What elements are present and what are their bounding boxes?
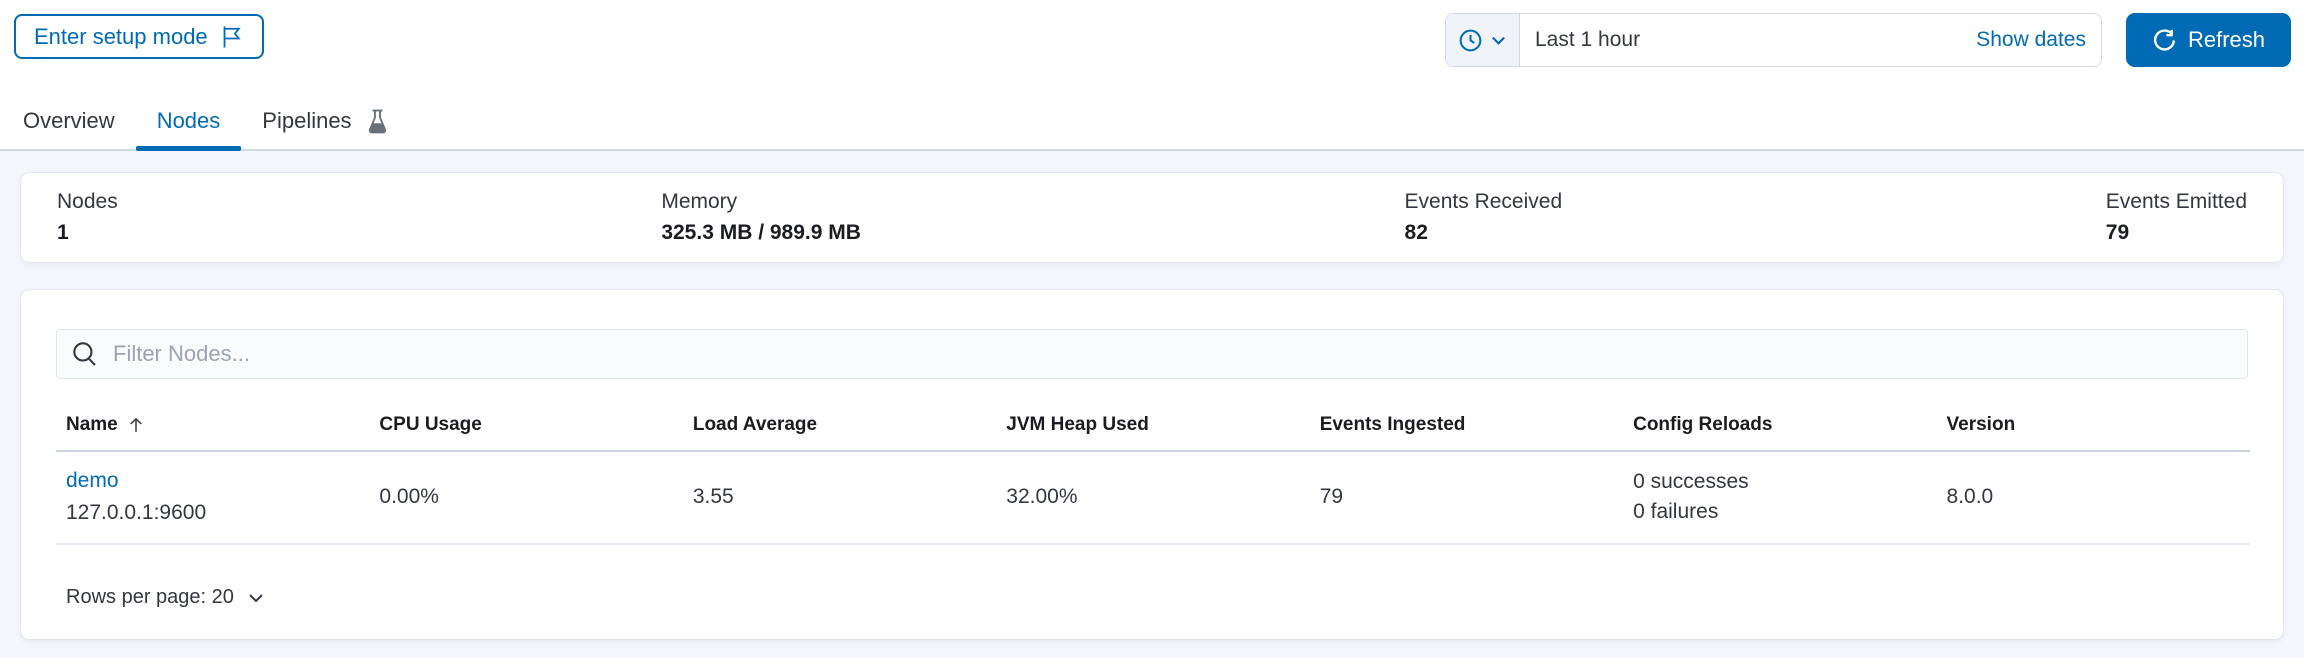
node-name-link[interactable]: demo <box>66 469 119 493</box>
column-header-events-ingested-label: Events Ingested <box>1319 414 1466 435</box>
tab-nodes[interactable]: Nodes <box>135 91 242 151</box>
column-header-version-label: Version <box>1946 414 2016 435</box>
chevron-down-icon <box>1490 32 1507 49</box>
stat-memory-value: 325.3 MB / 989.9 MB <box>661 221 861 244</box>
time-range-value: Last 1 hour <box>1535 28 1641 51</box>
sort-up-icon <box>126 415 146 435</box>
nodes-table: Name CPU Usage Load Average JVM Heap Use… <box>56 414 2250 545</box>
rows-per-page-label: Rows per page: 20 <box>66 586 234 608</box>
nodes-panel: Name CPU Usage Load Average JVM Heap Use… <box>20 289 2284 640</box>
config-reloads-successes: 0 successes <box>1633 470 1749 493</box>
stat-nodes-value: 1 <box>57 221 69 244</box>
stat-events-received-label: Events Received <box>1404 190 1563 213</box>
chevron-down-icon <box>247 589 265 607</box>
stat-events-emitted: Events Emitted 79 <box>2106 190 2247 245</box>
refresh-button[interactable]: Refresh <box>2126 13 2291 67</box>
table-row: demo 127.0.0.1:9600 0.00% 3.55 32.00% 79… <box>56 451 2250 545</box>
enter-setup-mode-label: Enter setup mode <box>34 23 208 49</box>
filter-nodes-input[interactable] <box>113 341 2233 367</box>
column-header-version[interactable]: Version <box>1936 414 2250 452</box>
refresh-label: Refresh <box>2187 27 2266 52</box>
summary-panel: Nodes 1 Memory 325.3 MB / 989.9 MB Event… <box>20 172 2284 263</box>
column-header-name-label: Name <box>66 414 118 435</box>
column-header-config-reloads-label: Config Reloads <box>1633 414 1773 435</box>
column-header-jvm-heap-used[interactable]: JVM Heap Used <box>996 414 1310 452</box>
column-header-config-reloads[interactable]: Config Reloads <box>1623 414 1937 452</box>
cell-config-reloads: 0 successes 0 failures <box>1623 451 1937 545</box>
column-header-load-average[interactable]: Load Average <box>682 414 997 452</box>
cell-cpu-usage: 0.00% <box>369 451 683 545</box>
config-reloads-failures: 0 failures <box>1633 500 1719 524</box>
page-header: Enter setup mode <box>0 0 2304 151</box>
node-address: 127.0.0.1:9600 <box>66 501 207 525</box>
column-header-name[interactable]: Name <box>56 414 370 452</box>
cell-version: 8.0.0 <box>1936 451 2250 545</box>
tab-pipelines-label: Pipelines <box>262 108 352 133</box>
time-picker: Last 1 hour Show dates <box>1445 13 2102 67</box>
stat-events-emitted-label: Events Emitted <box>2105 190 2247 213</box>
beaker-icon <box>364 108 391 135</box>
tab-pipelines[interactable]: Pipelines <box>241 91 411 151</box>
table-header-row: Name CPU Usage Load Average JVM Heap Use… <box>56 414 2250 452</box>
show-dates-link[interactable]: Show dates <box>1976 28 2086 51</box>
time-range-display[interactable]: Last 1 hour Show dates <box>1520 14 2101 66</box>
stat-nodes-label: Nodes <box>57 190 118 213</box>
stat-nodes: Nodes 1 <box>57 190 118 245</box>
search-icon <box>71 340 99 368</box>
stat-events-received-value: 82 <box>1404 221 1428 244</box>
tabs: Overview Nodes Pipelines <box>2 91 412 151</box>
column-header-events-ingested[interactable]: Events Ingested <box>1309 414 1624 452</box>
stat-events-emitted-value: 79 <box>2105 221 2130 244</box>
cell-events-ingested: 79 <box>1309 451 1624 545</box>
filter-nodes-field <box>56 329 2248 379</box>
stat-memory-label: Memory <box>661 190 738 213</box>
header-controls: Last 1 hour Show dates Refresh <box>1445 13 2291 67</box>
column-header-jvm-heap-used-label: JVM Heap Used <box>1006 414 1149 435</box>
column-header-load-average-label: Load Average <box>692 414 818 435</box>
stat-events-received: Events Received 82 <box>1405 190 1563 245</box>
tab-nodes-label: Nodes <box>156 108 221 133</box>
stat-memory: Memory 325.3 MB / 989.9 MB <box>661 190 861 245</box>
column-header-cpu-usage-label: CPU Usage <box>379 414 482 435</box>
cell-load-average: 3.55 <box>682 451 997 545</box>
rows-per-page-button[interactable]: Rows per page: 20 <box>66 586 265 609</box>
refresh-icon <box>2152 28 2177 53</box>
time-quick-select-button[interactable] <box>1446 14 1520 66</box>
content-area: Nodes 1 Memory 325.3 MB / 989.9 MB Event… <box>0 151 2304 658</box>
enter-setup-mode-button[interactable]: Enter setup mode <box>14 14 264 59</box>
column-header-cpu-usage[interactable]: CPU Usage <box>369 414 683 452</box>
cell-jvm-heap-used: 32.00% <box>996 451 1310 545</box>
flag-icon <box>220 25 244 49</box>
clock-icon <box>1458 28 1483 53</box>
tab-overview[interactable]: Overview <box>2 91 136 151</box>
cell-name: demo 127.0.0.1:9600 <box>56 451 370 545</box>
tab-overview-label: Overview <box>23 108 115 133</box>
